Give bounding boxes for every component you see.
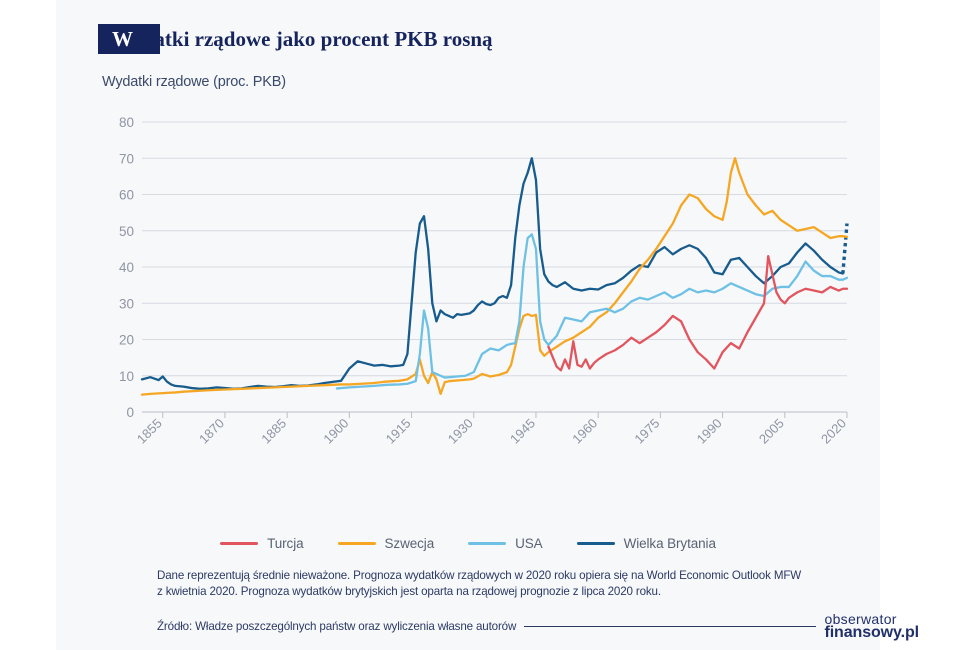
legend-swatch-turcja xyxy=(220,541,259,546)
legend-item-turcja[interactable]: Turcja xyxy=(220,536,304,551)
x-axis-labels: 1855 1870 1885 1900 1915 1930 1945 1960 1975 1990… xyxy=(134,416,849,447)
y-axis-labels: 0 10 20 30 40 50 60 70 80 xyxy=(119,115,134,420)
chart-plot-area: 0 10 20 30 40 50 60 70 80 1855 1870 1885 1900 1915 19… xyxy=(102,110,862,470)
legend-swatch-szwecja xyxy=(337,541,376,546)
y-tick-label: 20 xyxy=(119,333,134,348)
x-axis xyxy=(142,411,848,418)
legend-swatch-wielka_brytania xyxy=(576,541,615,546)
legend-item-usa[interactable]: USA xyxy=(468,536,543,551)
logo-line-2: finansowy.pl xyxy=(824,624,919,641)
y-tick-label: 30 xyxy=(119,296,134,311)
page-title: Wydatki rządowe jako procent PKB rosną xyxy=(98,24,493,54)
y-tick-label: 0 xyxy=(126,405,134,420)
obserwator-finansowy-logo: obserwator finansowy.pl xyxy=(824,612,919,641)
x-tick-label: 1885 xyxy=(258,416,289,447)
y-tick-label: 50 xyxy=(119,224,134,239)
y-tick-label: 60 xyxy=(119,188,134,203)
data-series xyxy=(140,157,849,396)
x-tick-label: 2005 xyxy=(756,416,787,447)
legend-label-usa: USA xyxy=(515,536,543,551)
y-tick-label: 10 xyxy=(119,369,134,384)
source-row: Źródło: Władze poszczególnych państw ora… xyxy=(157,612,919,641)
legend-label-turcja: Turcja xyxy=(267,536,304,551)
y-tick-label: 40 xyxy=(119,260,134,275)
gridlines xyxy=(142,121,847,377)
legend-label-wielka_brytania: Wielka Brytania xyxy=(623,536,716,551)
legend-item-wielka_brytania[interactable]: Wielka Brytania xyxy=(576,536,716,551)
title-accent-block xyxy=(98,24,160,54)
x-tick-label: 1855 xyxy=(134,416,165,447)
chart-legend: Turcja Szwecja USA Wielka Brytania xyxy=(56,536,880,551)
x-tick-label: 1990 xyxy=(694,416,725,447)
logo-line-1: obserwator xyxy=(824,611,897,627)
x-tick-label: 1975 xyxy=(631,416,662,447)
chart-notes: Dane reprezentują średnie nieważone. Pro… xyxy=(157,568,897,599)
x-tick-label: 1945 xyxy=(507,416,538,447)
y-tick-label: 70 xyxy=(119,151,134,166)
source-text: Źródło: Władze poszczególnych państw ora… xyxy=(157,620,517,633)
source-divider xyxy=(524,626,817,627)
legend-item-szwecja[interactable]: Szwecja xyxy=(337,536,435,551)
x-tick-label: 1960 xyxy=(569,416,600,447)
x-tick-label: 1900 xyxy=(320,416,351,447)
legend-label-szwecja: Szwecja xyxy=(384,536,435,551)
line-chart-svg: 0 10 20 30 40 50 60 70 80 1855 1870 1885 1900 1915 19… xyxy=(119,115,849,447)
y-tick-label: 80 xyxy=(119,115,134,130)
title-rest: ydatki rządowe jako procent PKB rosną xyxy=(132,27,493,51)
forecast-line-wielka-brytania xyxy=(841,223,849,274)
x-tick-label: 1870 xyxy=(196,416,227,447)
x-tick-label: 1930 xyxy=(445,416,476,447)
x-tick-label: 2020 xyxy=(818,416,849,447)
series-line-usa xyxy=(335,233,849,390)
y-axis-caption: Wydatki rządowe (proc. PKB) xyxy=(102,74,286,90)
title-first-letter: W xyxy=(112,27,133,51)
series-line-turcja xyxy=(547,254,849,372)
note-line: z kwietnia 2020. Prognoza wydatków bryty… xyxy=(157,584,661,598)
series-line-szwecja xyxy=(140,157,849,396)
legend-swatch-usa xyxy=(468,541,507,546)
x-tick-label: 1915 xyxy=(383,416,414,447)
series-line-wielka-brytania xyxy=(140,157,844,390)
chart-content-panel: Wydatki rządowe jako procent PKB rosną W… xyxy=(56,0,919,650)
note-line: Dane reprezentują średnie nieważone. Pro… xyxy=(157,569,802,582)
